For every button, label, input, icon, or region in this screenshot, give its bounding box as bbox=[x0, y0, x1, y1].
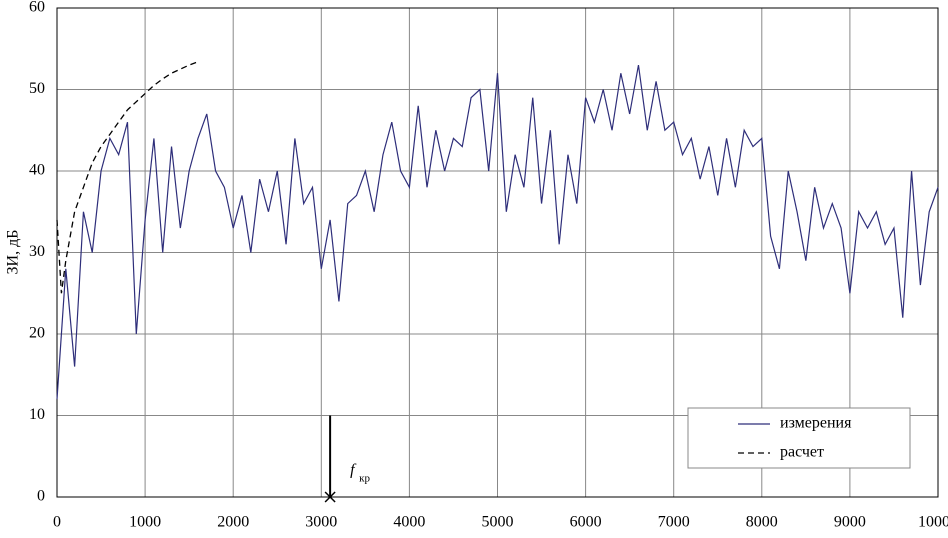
y-tick-label: 60 bbox=[29, 0, 45, 16]
y-tick-label: 10 bbox=[29, 406, 45, 423]
annotation-label: f bbox=[350, 462, 357, 479]
legend-label: расчет bbox=[780, 444, 824, 461]
legend-label: измерения bbox=[780, 415, 852, 432]
x-tick-label: 7000 bbox=[658, 514, 690, 531]
y-axis-label: ЗИ, дБ bbox=[5, 230, 22, 275]
x-tick-label: 8000 bbox=[746, 514, 778, 531]
series-line bbox=[56, 61, 199, 294]
x-tick-label: 0 bbox=[53, 514, 61, 531]
x-tick-label: 3000 bbox=[305, 514, 337, 531]
y-tick-label: 50 bbox=[29, 80, 45, 97]
x-tick-label: 4000 bbox=[393, 514, 425, 531]
series-line bbox=[56, 64, 939, 400]
y-tick-label: 30 bbox=[29, 243, 45, 260]
annotation-subscript: кр bbox=[359, 473, 370, 485]
x-tick-label: 1000 bbox=[129, 514, 161, 531]
legend-box bbox=[687, 407, 911, 469]
y-tick-label: 40 bbox=[29, 162, 45, 179]
x-tick-label: 10000 bbox=[918, 514, 948, 531]
y-tick-label: 0 bbox=[37, 488, 45, 505]
plot-frame bbox=[56, 7, 939, 498]
x-tick-label: 5000 bbox=[482, 514, 514, 531]
y-tick-label: 20 bbox=[29, 325, 45, 342]
annotation-cross bbox=[324, 491, 336, 503]
x-tick-label: 9000 bbox=[834, 514, 866, 531]
x-tick-label: 6000 bbox=[570, 514, 602, 531]
x-tick-label: 2000 bbox=[217, 514, 249, 531]
